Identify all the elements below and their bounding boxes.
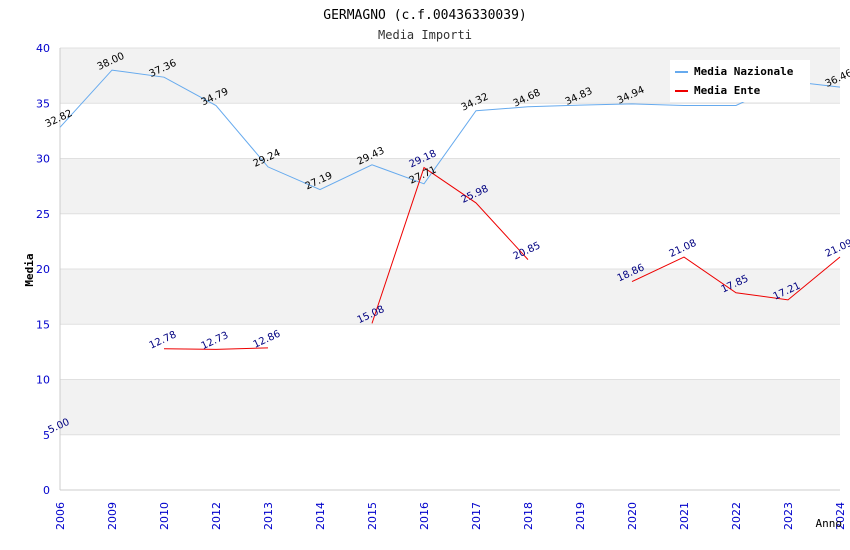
- x-tick-label: 2019: [574, 502, 587, 530]
- x-tick-label: 2006: [54, 502, 67, 530]
- y-tick-label: 10: [36, 374, 50, 387]
- y-tick-labels: 0 5 10 15 20 25 30 35 40: [36, 42, 50, 497]
- x-tick-label: 2017: [470, 502, 483, 530]
- series-line-media-ente: [163, 347, 269, 350]
- x-tick-label: 2010: [158, 502, 171, 530]
- legend: Media Nazionale Media Ente: [670, 60, 810, 102]
- y-tick-label: 25: [36, 208, 50, 221]
- grid-band: [60, 158, 840, 214]
- x-tick-label: 2020: [626, 502, 639, 530]
- grid-band: [60, 269, 840, 325]
- x-tick-label: 2023: [782, 502, 795, 530]
- x-tick-label: 2013: [262, 502, 275, 530]
- y-axis-label: Media: [23, 253, 36, 286]
- series-line-media-ente: [631, 256, 841, 301]
- series-line-media-nazionale: [59, 69, 841, 191]
- x-tick-label: 2014: [314, 502, 327, 530]
- x-axis-label: Anno: [816, 517, 843, 530]
- x-tick-labels: 2006 2009 2010 2012 2013 2014 2015 2016 2017 2018…: [54, 502, 847, 530]
- x-tick-label: 2009: [106, 502, 119, 530]
- series-line-media-ente: [371, 166, 529, 324]
- x-tick-label: 2012: [210, 502, 223, 530]
- chart-subtitle: Media Importi: [378, 28, 472, 42]
- legend-box: [670, 60, 810, 102]
- x-tick-label: 2022: [730, 502, 743, 530]
- y-tick-label: 35: [36, 97, 50, 110]
- legend-label-media-nazionale: Media Nazionale: [694, 65, 794, 78]
- y-tick-label: 30: [36, 153, 50, 166]
- grid-bands: [60, 48, 840, 435]
- series-lines: [59, 69, 841, 350]
- grid-lines: [60, 47, 840, 491]
- chart-title: GERMAGNO (c.f.00436330039): [323, 8, 527, 23]
- y-tick-label: 40: [36, 42, 50, 55]
- grid-band: [60, 379, 840, 435]
- y-tick-label: 15: [36, 318, 50, 331]
- legend-label-media-ente: Media Ente: [694, 84, 761, 97]
- y-tick-label: 20: [36, 263, 50, 276]
- x-tick-label: 2015: [366, 502, 379, 530]
- y-tick-label: 5: [43, 429, 50, 442]
- x-tick-label: 2016: [418, 502, 431, 530]
- x-tick-label: 2021: [678, 502, 691, 530]
- x-tick-label: 2018: [522, 502, 535, 530]
- y-tick-label: 0: [43, 484, 50, 497]
- x-tick-label: 2024: [834, 502, 847, 530]
